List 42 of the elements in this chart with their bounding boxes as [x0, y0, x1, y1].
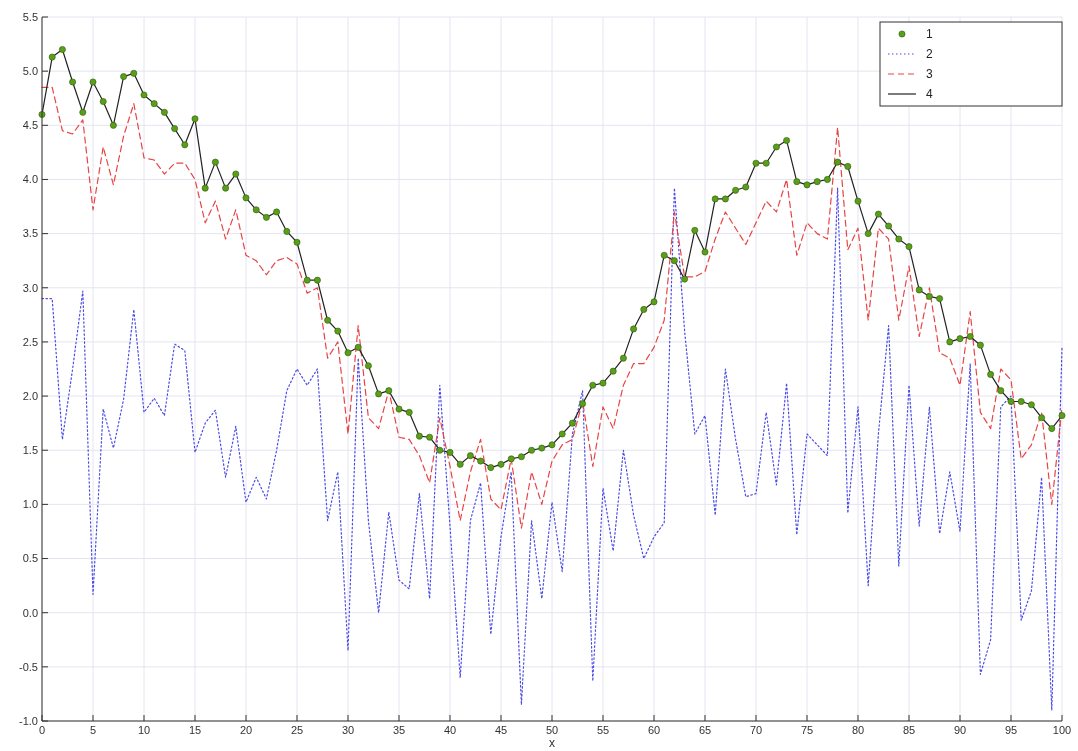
x-tick-label: 85: [902, 724, 916, 736]
x-tick-label: 30: [341, 724, 355, 736]
x-tick-label: 45: [494, 724, 508, 736]
x-tick-label: 40: [443, 724, 457, 736]
y-tick-label: 1.0: [22, 498, 38, 511]
x-tick-label: 10: [137, 724, 151, 736]
x-tick-label: 90: [953, 724, 967, 736]
legend-label: 3: [926, 67, 933, 82]
x-tick-label: 100: [1052, 724, 1072, 736]
y-tick-label: 1.5: [22, 444, 38, 457]
line-series: [41, 86, 1063, 529]
line-series: [41, 187, 1063, 711]
y-tick-label: 3.5: [22, 227, 38, 240]
y-tick-label: 2.0: [22, 389, 38, 402]
x-axis-title: x: [549, 736, 555, 750]
x-tick-label: 70: [749, 724, 763, 736]
x-tick-label: 65: [698, 724, 712, 736]
x-tick-label: 80: [851, 724, 865, 736]
x-tick-label: 35: [392, 724, 406, 736]
x-tick-label: 95: [1004, 724, 1018, 736]
y-tick-label: 4.5: [22, 119, 38, 132]
x-tick-label: 0: [38, 724, 46, 736]
y-tick-label: 0.0: [22, 606, 38, 619]
legend-label: 4: [926, 87, 933, 102]
legend-label: 2: [926, 47, 933, 62]
x-tick-label: 55: [596, 724, 610, 736]
y-tick-label: -1.0: [19, 714, 38, 727]
y-tick-label: 5.5: [22, 10, 38, 23]
x-tick-label: 20: [239, 724, 253, 736]
y-tick-label: 2.5: [22, 335, 38, 348]
y-tick-label: 3.0: [22, 281, 38, 294]
y-tick-label: 4.0: [22, 173, 38, 186]
x-tick-label: 5: [89, 724, 97, 736]
x-tick-label: 25: [290, 724, 304, 736]
y-tick-label: 0.5: [22, 552, 38, 565]
x-tick-label: 60: [647, 724, 661, 736]
x-tick-label: 75: [800, 724, 814, 736]
x-tick-label: 15: [188, 724, 202, 736]
x-tick-label: 50: [545, 724, 559, 736]
y-tick-label: 5.0: [22, 65, 38, 77]
legend-label: 1: [926, 27, 933, 42]
y-tick-label: -0.5: [19, 660, 38, 673]
